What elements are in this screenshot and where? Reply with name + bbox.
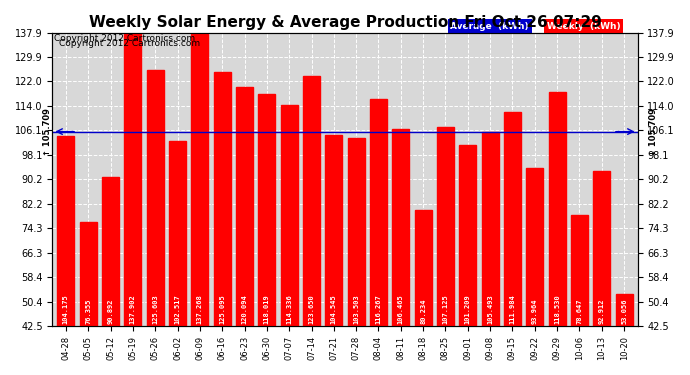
Text: 106.465: 106.465 — [398, 295, 404, 324]
Text: 125.603: 125.603 — [152, 295, 158, 324]
Text: 92.912: 92.912 — [599, 299, 605, 324]
Bar — [526, 168, 543, 375]
Text: 101.209: 101.209 — [465, 295, 471, 324]
Text: 123.650: 123.650 — [308, 295, 315, 324]
Bar — [169, 141, 186, 375]
Bar — [460, 146, 476, 375]
Text: 90.892: 90.892 — [108, 299, 114, 324]
Text: 125.095: 125.095 — [219, 295, 225, 324]
Bar — [348, 138, 364, 375]
Bar — [593, 171, 610, 375]
Bar — [259, 94, 275, 375]
Bar — [615, 294, 633, 375]
Bar — [549, 92, 566, 375]
Bar — [571, 215, 588, 375]
Text: 102.517: 102.517 — [175, 295, 181, 324]
Text: 137.902: 137.902 — [130, 295, 136, 324]
Bar — [147, 70, 164, 375]
Bar — [102, 177, 119, 375]
Bar — [236, 87, 253, 375]
Bar — [482, 132, 498, 375]
Text: 93.964: 93.964 — [532, 299, 538, 324]
Text: Copyright 2012 Cartronics.com: Copyright 2012 Cartronics.com — [59, 39, 200, 48]
Text: Copyright 2012 Cartronics.com: Copyright 2012 Cartronics.com — [54, 34, 195, 43]
Text: 118.530: 118.530 — [554, 295, 560, 324]
Bar — [393, 129, 409, 375]
Text: 103.503: 103.503 — [353, 295, 359, 324]
Bar — [214, 72, 230, 375]
Bar — [281, 105, 297, 375]
Bar — [437, 127, 454, 375]
Text: 105.493: 105.493 — [487, 295, 493, 324]
Bar — [124, 33, 141, 375]
Text: 53.056: 53.056 — [621, 299, 627, 324]
Bar — [504, 112, 521, 375]
Text: 78.647: 78.647 — [576, 299, 582, 324]
Bar — [303, 76, 320, 375]
Text: 104.545: 104.545 — [331, 295, 337, 324]
Text: 137.268: 137.268 — [197, 295, 203, 324]
Text: Average  (kWh): Average (kWh) — [451, 22, 529, 31]
Bar — [370, 99, 387, 375]
Text: 80.234: 80.234 — [420, 299, 426, 324]
Text: ↓ 105.709: ↓ 105.709 — [649, 108, 658, 156]
Bar — [57, 136, 75, 375]
Bar — [415, 210, 431, 375]
Bar — [326, 135, 342, 375]
Text: 114.336: 114.336 — [286, 295, 292, 324]
Text: 118.019: 118.019 — [264, 295, 270, 324]
Text: 120.094: 120.094 — [241, 295, 248, 324]
Title: Weekly Solar Energy & Average Production Fri Oct 26 07:29: Weekly Solar Energy & Average Production… — [88, 15, 602, 30]
Text: 107.125: 107.125 — [442, 295, 448, 324]
Text: ↑ 105.709: ↑ 105.709 — [43, 108, 52, 156]
Text: Weekly  (kWh): Weekly (kWh) — [547, 22, 620, 31]
Bar — [80, 222, 97, 375]
Text: 76.355: 76.355 — [85, 299, 91, 324]
Text: 116.267: 116.267 — [375, 295, 382, 324]
Bar — [192, 34, 208, 375]
Text: 104.175: 104.175 — [63, 295, 69, 324]
Text: 111.984: 111.984 — [509, 295, 515, 324]
